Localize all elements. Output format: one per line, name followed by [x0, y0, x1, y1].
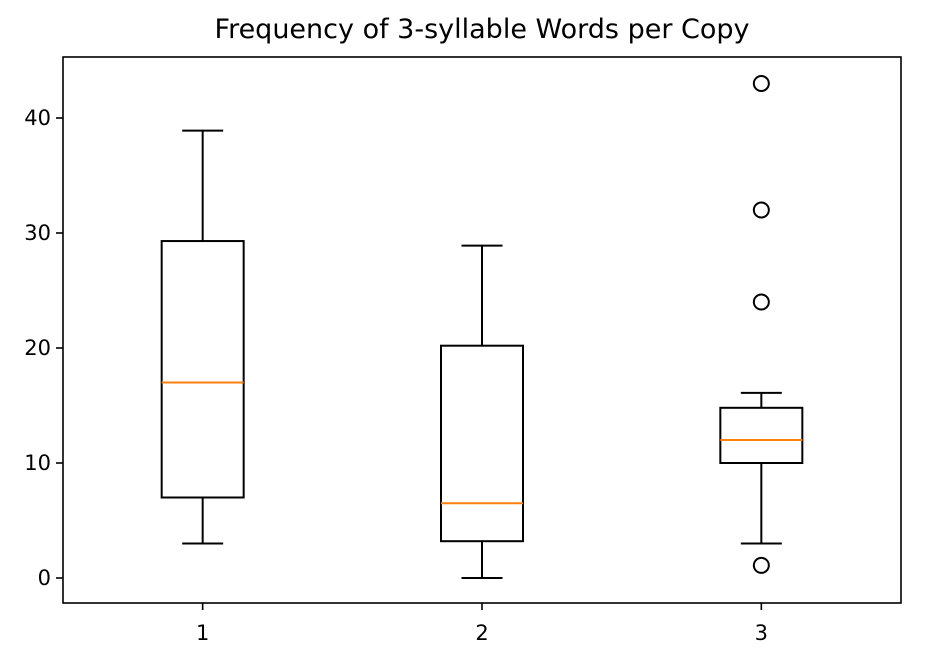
y-tick-label: 30: [24, 221, 51, 245]
boxes-layer: [160, 75, 804, 579]
plot-frame: [62, 56, 902, 604]
y-axis: 0 10 20 30 40: [24, 106, 63, 590]
box-group-2: [440, 244, 524, 579]
x-tick-label: 3: [755, 621, 768, 645]
outlier-point: [752, 556, 770, 574]
x-tick-label: 1: [196, 621, 209, 645]
y-tick-label: 20: [24, 336, 51, 360]
outlier-point: [752, 293, 770, 311]
y-tick-label: 10: [24, 451, 51, 475]
y-tick-label: 0: [38, 566, 51, 590]
box: [440, 344, 524, 543]
outlier-point: [752, 201, 770, 219]
y-tick-label: 40: [24, 106, 51, 130]
outlier-point: [752, 75, 770, 92]
x-tick-label: 2: [475, 621, 488, 645]
x-axis: 1 2 3: [196, 603, 768, 645]
box: [719, 406, 804, 464]
box-group-1: [160, 129, 245, 545]
box: [160, 240, 245, 499]
chart-title: Frequency of 3-syllable Words per Copy: [214, 14, 750, 45]
box-group-3: [719, 75, 804, 574]
